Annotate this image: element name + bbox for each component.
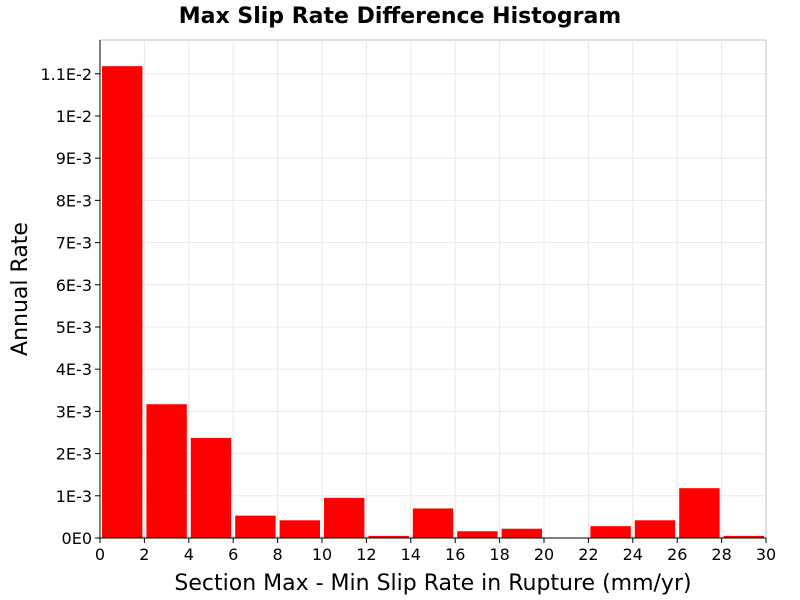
x-tick-label: 26 xyxy=(667,545,687,564)
chart-title: Max Slip Rate Difference Histogram xyxy=(179,4,621,29)
histogram-bar xyxy=(634,520,676,538)
histogram-bar xyxy=(279,520,320,538)
y-tick-label: 4E-3 xyxy=(56,360,92,379)
y-tick-label: 6E-3 xyxy=(56,276,92,295)
x-tick-label: 14 xyxy=(401,545,421,564)
y-tick-label: 3E-3 xyxy=(56,402,92,421)
histogram-bar xyxy=(324,497,365,538)
x-tick-label: 30 xyxy=(756,545,776,564)
histogram-bar xyxy=(590,526,631,538)
histogram-bar xyxy=(235,515,276,538)
x-tick-label: 10 xyxy=(312,545,332,564)
histogram-bar xyxy=(457,531,498,538)
x-axis-ticks: 0 2 4 6 8 10 12 14 16 18 20 22 24 26 28 30 xyxy=(95,538,776,564)
y-tick-label: 1E-3 xyxy=(56,487,92,506)
histogram-bar xyxy=(102,66,143,538)
x-tick-label: 12 xyxy=(356,545,376,564)
y-tick-label: 9E-3 xyxy=(56,149,92,168)
gridlines xyxy=(100,40,766,538)
x-tick-label: 4 xyxy=(184,545,194,564)
y-tick-label: 5E-3 xyxy=(56,318,92,337)
y-axis-ticks: 0E0 1E-3 2E-3 3E-3 4E-3 5E-3 6E-3 7E-3 8E-3 9E-3 1… xyxy=(40,65,100,548)
y-tick-label: 7E-3 xyxy=(56,234,92,253)
x-tick-label: 6 xyxy=(228,545,238,564)
x-axis-label: Section Max - Min Slip Rate in Rupture (… xyxy=(174,571,691,596)
y-tick-label: 2E-3 xyxy=(56,445,92,464)
bars xyxy=(102,66,764,538)
histogram-bar xyxy=(190,437,232,538)
x-tick-label: 8 xyxy=(273,545,283,564)
y-tick-label: 0E0 xyxy=(62,529,92,548)
y-tick-label: 1.1E-2 xyxy=(40,65,92,84)
x-tick-label: 2 xyxy=(139,545,149,564)
histogram-bar xyxy=(679,488,720,538)
x-tick-label: 28 xyxy=(711,545,731,564)
histogram-bar xyxy=(412,508,454,538)
y-tick-label: 1E-2 xyxy=(56,107,92,126)
x-tick-label: 16 xyxy=(445,545,465,564)
histogram-bar xyxy=(368,535,409,538)
histogram-bar xyxy=(723,535,764,538)
y-tick-label: 8E-3 xyxy=(56,191,92,210)
x-tick-label: 22 xyxy=(578,545,598,564)
x-tick-label: 0 xyxy=(95,545,105,564)
histogram-bar xyxy=(146,404,187,538)
histogram-bar xyxy=(501,528,542,538)
x-tick-label: 24 xyxy=(623,545,643,564)
x-tick-label: 18 xyxy=(489,545,509,564)
y-axis-label: Annual Rate xyxy=(8,222,33,356)
x-tick-label: 20 xyxy=(534,545,554,564)
